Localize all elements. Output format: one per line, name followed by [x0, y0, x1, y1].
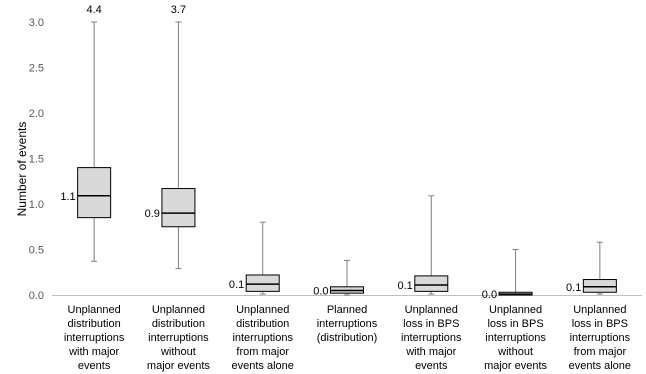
y-axis-label: Number of events: [15, 122, 29, 217]
box-item: 0.1: [397, 195, 449, 295]
box-item: 0.0: [313, 259, 364, 297]
y-tick-label: 3.0: [29, 17, 44, 29]
median-label: 1.1: [60, 191, 75, 203]
category-label-line: Unplanned: [405, 304, 458, 316]
category-label-line: major events: [147, 360, 210, 372]
iqr-box: [77, 167, 112, 219]
category-label-line: loss in BPS: [403, 318, 459, 330]
y-tick-label: 1.0: [29, 199, 44, 211]
iqr-box: [161, 188, 196, 228]
category-label-line: loss in BPS: [487, 318, 543, 330]
median-label: 0.1: [566, 282, 581, 294]
category-label-line: (distribution): [317, 332, 378, 344]
y-tick-label: 2.0: [29, 108, 44, 120]
category-label-line: interruptions: [148, 332, 209, 344]
category-label-line: loss in BPS: [572, 318, 628, 330]
box-item: 0.0: [482, 249, 533, 301]
y-tick-label: 2.5: [29, 63, 44, 75]
category-label: Unplanned loss in BPS interruptions without…: [484, 304, 547, 372]
category-label-line: with major: [405, 346, 456, 358]
box-series: 1.1 4.4 0.9 3.7 0.1 0.0 0.1 0.0 0.1: [60, 4, 617, 301]
category-label-line: Planned: [327, 304, 367, 316]
category-label: Unplanned loss in BPS interruptions from ma…: [569, 304, 631, 372]
y-tick-label: 0.0: [29, 290, 44, 302]
category-label-line: distribution: [236, 318, 289, 330]
category-label: Unplanned distribution interruptions withou…: [147, 304, 210, 372]
category-label-line: from major: [236, 346, 289, 358]
y-tick-label: 0.5: [29, 245, 44, 257]
category-label-line: without: [160, 346, 196, 358]
category-label-line: interruptions: [401, 332, 462, 344]
category-label-line: Unplanned: [573, 304, 626, 316]
category-label-line: distribution: [152, 318, 205, 330]
category-label-line: from major: [574, 346, 627, 358]
category-label: Unplanned distribution interruptions with m…: [64, 304, 125, 372]
category-label-line: events alone: [569, 360, 631, 372]
max-label: 4.4: [86, 4, 101, 16]
box-item: 0.1: [566, 241, 617, 295]
y-axis-ticks: 0.0 0.5 1.0 1.5 2.0 2.5 3.0: [29, 17, 44, 302]
category-label-line: distribution: [68, 318, 121, 330]
y-tick-label: 1.5: [29, 154, 44, 166]
max-label: 3.7: [171, 4, 186, 16]
category-label-line: Unplanned: [152, 304, 205, 316]
category-label-line: interruptions: [485, 332, 546, 344]
iqr-box: [245, 274, 280, 292]
iqr-box: [414, 275, 449, 292]
category-label-line: interruptions: [232, 332, 293, 344]
category-label-line: interruptions: [317, 318, 378, 330]
category-label-line: Unplanned: [489, 304, 542, 316]
median-label: 0.0: [482, 289, 497, 301]
category-label-line: without: [497, 346, 533, 358]
category-label-line: interruptions: [570, 332, 631, 344]
category-label: Planned interruptions (distribution): [317, 304, 378, 344]
category-label-line: with major: [68, 346, 119, 358]
category-labels: Unplanned distribution interruptions with m…: [64, 304, 631, 372]
box-item: 0.9 3.7: [145, 4, 196, 270]
median-label: 0.9: [145, 208, 160, 220]
iqr-box: [582, 279, 617, 293]
median-label: 0.1: [229, 279, 244, 291]
category-label: Unplanned loss in BPS interruptions with ma…: [401, 304, 462, 372]
box-item: 1.1 4.4: [60, 4, 112, 262]
category-label: Unplanned distribution interruptions from m…: [232, 304, 294, 372]
median-label: 0.0: [313, 285, 328, 297]
median-label: 0.1: [397, 280, 412, 292]
category-label-line: major events: [484, 360, 547, 372]
box-item: 0.1: [229, 221, 280, 295]
category-label-line: events alone: [232, 360, 294, 372]
category-label-line: events: [415, 360, 448, 372]
category-label-line: Unplanned: [236, 304, 289, 316]
category-label-line: Unplanned: [68, 304, 121, 316]
category-label-line: interruptions: [64, 332, 125, 344]
category-label-line: events: [78, 360, 111, 372]
